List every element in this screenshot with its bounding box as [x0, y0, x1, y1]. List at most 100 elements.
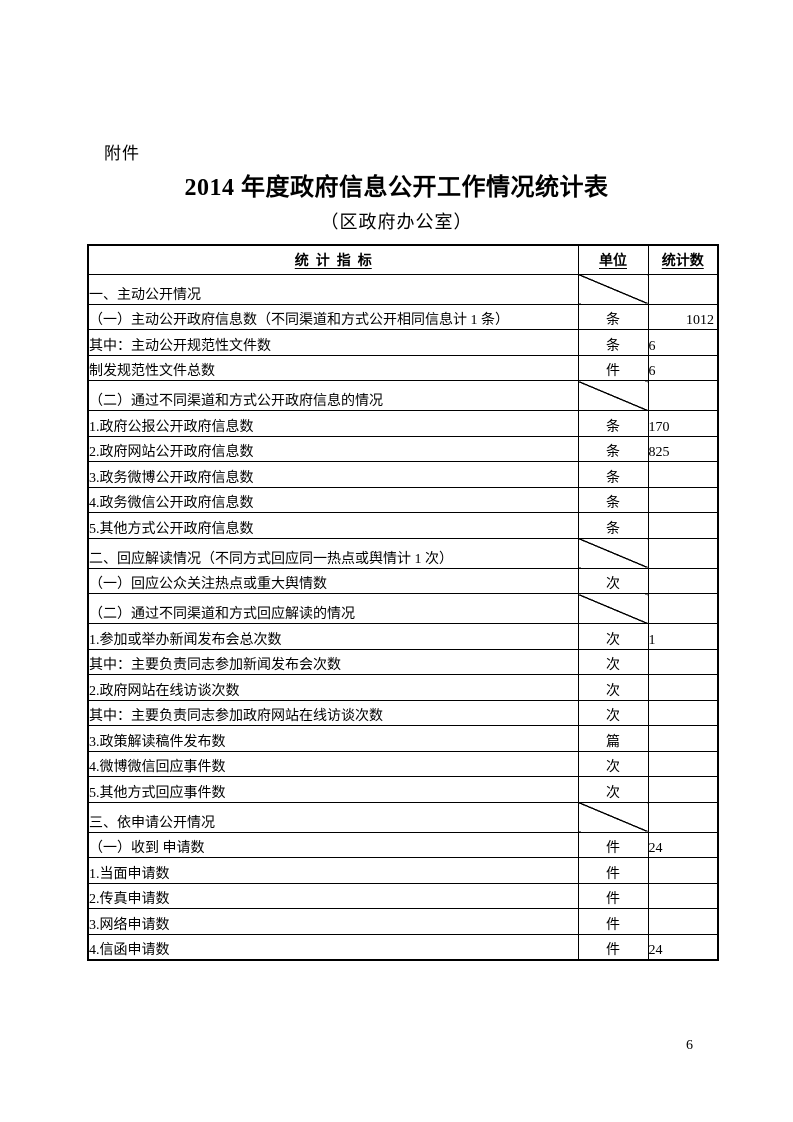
unit-cell: 条 [577, 329, 649, 356]
value-cell [647, 699, 719, 726]
table-row: 3.网络申请数件 [87, 908, 719, 935]
table-row: 3.政务微博公开政府信息数条 [87, 461, 719, 488]
table-row: 二、回应解读情况（不同方式回应同一热点或舆情计 1 次） [87, 537, 719, 569]
unit-cell: 条 [577, 435, 649, 462]
unit-cell-diagonal-slash [577, 593, 649, 624]
header-unit-label: 单位 [599, 253, 627, 269]
indicator-cell: 5.其他方式回应事件数 [87, 776, 579, 803]
unit-cell: 次 [577, 674, 649, 701]
table-row: 1.当面申请数件 [87, 857, 719, 884]
table-row: 4.微博微信回应事件数次 [87, 750, 719, 777]
indicator-cell: （一）主动公开政府信息数（不同渠道和方式公开相同信息计 1 条） [87, 303, 579, 330]
unit-cell: 篇 [577, 725, 649, 752]
unit-cell: 次 [577, 648, 649, 675]
table-row: （一）收到 申请数件 24 [87, 831, 719, 858]
page-number: 6 [686, 1038, 693, 1053]
indicator-cell: 三、依申请公开情况 [87, 801, 579, 833]
indicator-cell: 一、主动公开情况 [87, 273, 579, 305]
value-cell [647, 648, 719, 675]
table-row: 2.传真申请数件 [87, 882, 719, 909]
indicator-cell: 3.政务微博公开政府信息数 [87, 461, 579, 488]
unit-cell: 条 [577, 461, 649, 488]
value-cell [647, 380, 719, 411]
value-cell [647, 725, 719, 752]
unit-cell: 条 [577, 303, 649, 330]
table-row: （二）通过不同渠道和方式回应解读的情况 [87, 593, 719, 624]
value-cell: 1 [647, 623, 719, 650]
header-indicator-label: 统 计 指 标 [294, 253, 372, 269]
indicator-cell: 2.政府网站在线访谈次数 [87, 674, 579, 701]
unit-cell: 次 [577, 776, 649, 803]
value-cell [647, 674, 719, 701]
unit-cell: 次 [577, 567, 649, 594]
table-row: 其中：主要负责同志参加政府网站在线访谈次数次 [87, 699, 719, 726]
unit-cell: 件 [577, 857, 649, 884]
unit-cell: 件 [577, 908, 649, 935]
attachment-label: 附件 [104, 144, 140, 163]
header-indicator: 统 计 指 标 [87, 244, 579, 275]
value-cell [647, 593, 719, 624]
value-cell: 170 [647, 410, 719, 437]
value-cell [647, 908, 719, 935]
unit-cell: 次 [577, 750, 649, 777]
table-header-row: 统 计 指 标 单位 统计数 [87, 244, 719, 275]
indicator-cell: 其中：主要负责同志参加政府网站在线访谈次数 [87, 699, 579, 726]
indicator-cell: 5.其他方式公开政府信息数 [87, 512, 579, 539]
unit-cell: 件 [577, 831, 649, 858]
value-cell [647, 486, 719, 513]
indicator-cell: 3.网络申请数 [87, 908, 579, 935]
table-row: 5.其他方式公开政府信息数条 [87, 512, 719, 539]
value-cell [647, 567, 719, 594]
value-cell [647, 537, 719, 569]
table-row: 制发规范性文件总数件 6 [87, 354, 719, 381]
value-cell [647, 461, 719, 488]
header-count-label: 统计数 [661, 253, 704, 269]
header-count: 统计数 [647, 244, 719, 275]
table-row: 2.政府网站在线访谈次数次 [87, 674, 719, 701]
unit-cell: 件 [577, 354, 649, 381]
table-row: 2.政府网站公开政府信息数条 825 [87, 435, 719, 462]
document-title: 2014 年度政府信息公开工作情况统计表 [184, 175, 609, 201]
unit-cell: 条 [577, 486, 649, 513]
table-row: 4.政务微信公开政府信息数条 [87, 486, 719, 513]
indicator-cell: （一）收到 申请数 [87, 831, 579, 858]
value-cell: 825 [647, 435, 719, 462]
table-row: 1.政府公报公开政府信息数条 170 [87, 410, 719, 437]
statistics-table: 统 计 指 标 单位 统计数 一、主动公开情况 （一）主动公开政府信息数（不同渠道… [87, 244, 719, 961]
indicator-cell: 其中：主要负责同志参加新闻发布会次数 [87, 648, 579, 675]
table-row: 5.其他方式回应事件数次 [87, 776, 719, 803]
value-cell: 24 [647, 933, 719, 960]
table-row: 4.信函申请数件 24 [87, 933, 719, 960]
value-cell [647, 801, 719, 833]
table-body: 一、主动公开情况 （一）主动公开政府信息数（不同渠道和方式公开相同信息计 1 条）… [87, 273, 719, 960]
unit-cell-diagonal-slash [577, 801, 649, 833]
unit-cell: 条 [577, 512, 649, 539]
header-unit: 单位 [577, 244, 649, 275]
indicator-cell: 4.政务微信公开政府信息数 [87, 486, 579, 513]
unit-cell: 件 [577, 933, 649, 960]
value-cell [647, 776, 719, 803]
indicator-cell: 二、回应解读情况（不同方式回应同一热点或舆情计 1 次） [87, 537, 579, 569]
unit-cell-diagonal-slash [577, 273, 649, 305]
value-cell [647, 857, 719, 884]
indicator-cell: （一）回应公众关注热点或重大舆情数 [87, 567, 579, 594]
table-row: （一）回应公众关注热点或重大舆情数次 [87, 567, 719, 594]
table-row: （一）主动公开政府信息数（不同渠道和方式公开相同信息计 1 条）条 1012 [87, 303, 719, 330]
table-row: 三、依申请公开情况 [87, 801, 719, 833]
table-row: 其中：主动公开规范性文件数条 6 [87, 329, 719, 356]
unit-cell: 件 [577, 882, 649, 909]
table-row: 1.参加或举办新闻发布会总次数次 1 [87, 623, 719, 650]
unit-cell: 次 [577, 699, 649, 726]
indicator-cell: 4.微博微信回应事件数 [87, 750, 579, 777]
table-row: （二）通过不同渠道和方式公开政府信息的情况 [87, 380, 719, 411]
unit-cell: 条 [577, 410, 649, 437]
unit-cell-diagonal-slash [577, 380, 649, 411]
indicator-cell: 2.传真申请数 [87, 882, 579, 909]
value-cell: 1012 [647, 303, 719, 330]
value-cell [647, 750, 719, 777]
document-subtitle: （区政府办公室） [320, 212, 473, 232]
table-row: 一、主动公开情况 [87, 273, 719, 305]
value-cell [647, 273, 719, 305]
table-row: 3.政策解读稿件发布数篇 [87, 725, 719, 752]
